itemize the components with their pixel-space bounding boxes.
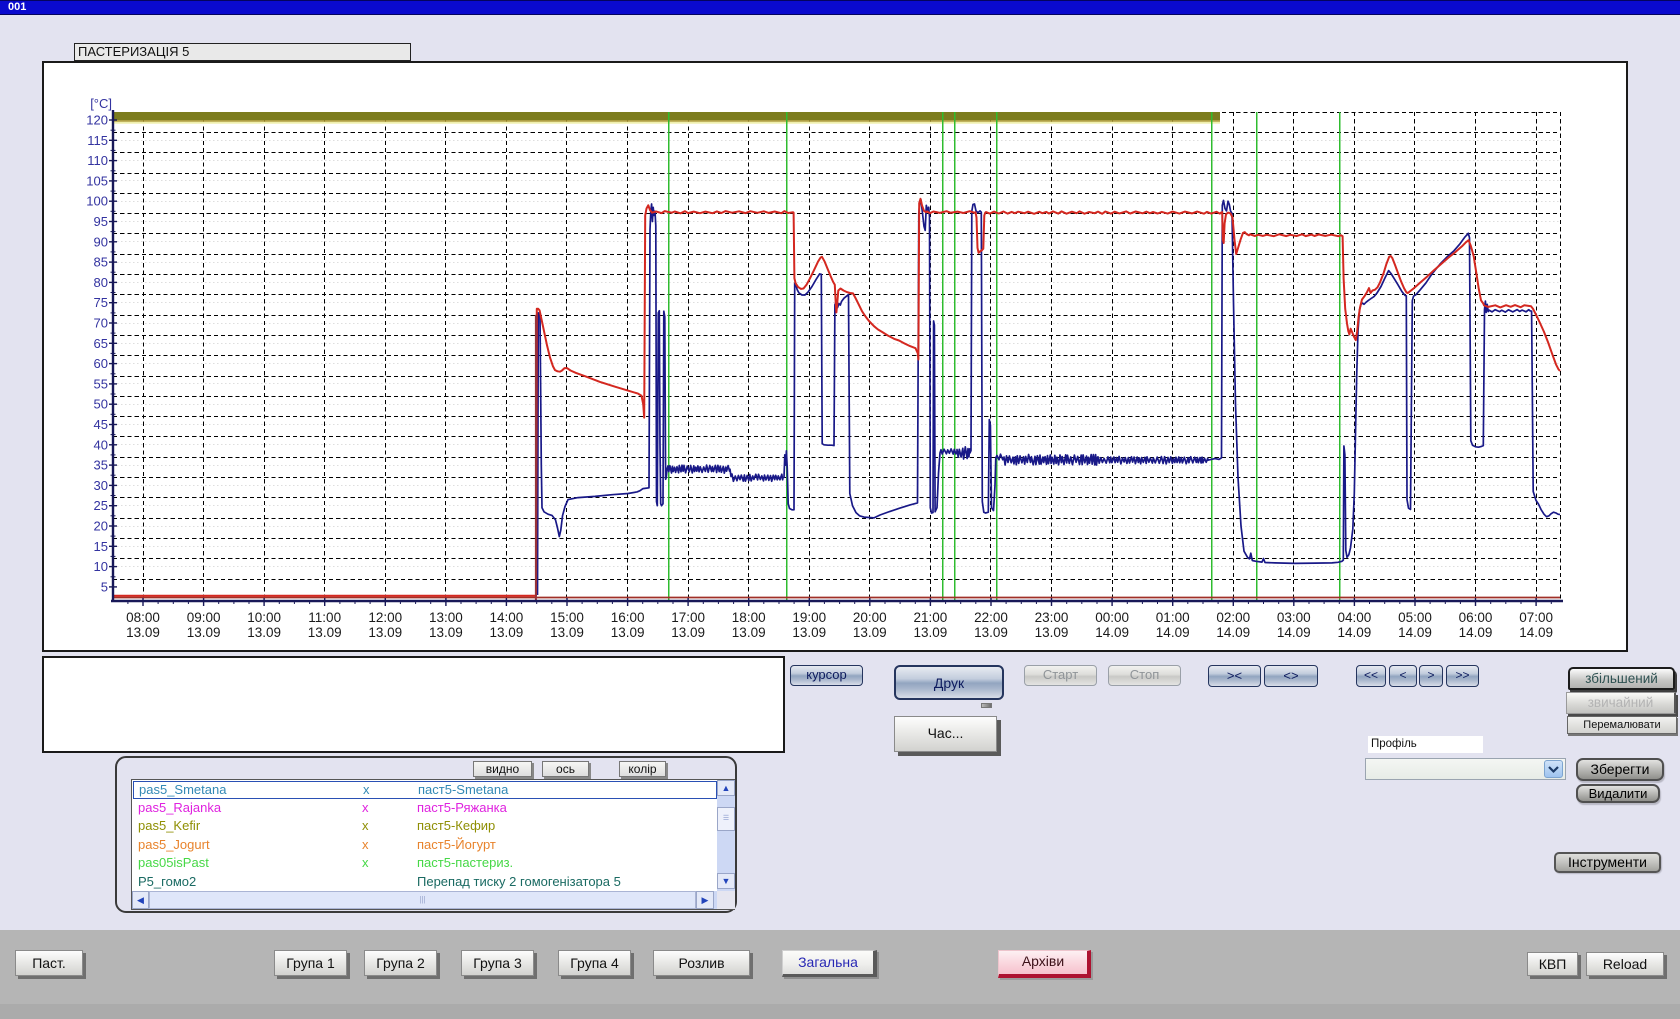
svg-text:65: 65	[94, 336, 108, 351]
svg-text:22:00: 22:00	[974, 610, 1008, 625]
svg-text:13.09: 13.09	[368, 625, 402, 640]
svg-text:13.09: 13.09	[247, 625, 281, 640]
svg-text:70: 70	[94, 316, 108, 331]
svg-text:14.09: 14.09	[1156, 625, 1190, 640]
svg-text:110: 110	[87, 153, 108, 168]
svg-text:19:00: 19:00	[792, 610, 826, 625]
svg-text:90: 90	[94, 234, 108, 249]
svg-text:45: 45	[94, 417, 108, 432]
svg-text:75: 75	[94, 295, 108, 310]
svg-text:5: 5	[101, 579, 108, 594]
svg-text:13.09: 13.09	[732, 625, 766, 640]
svg-text:20: 20	[94, 519, 108, 534]
svg-text:13:00: 13:00	[429, 610, 463, 625]
svg-text:13.09: 13.09	[308, 625, 342, 640]
svg-text:55: 55	[94, 376, 108, 391]
svg-text:01:00: 01:00	[1156, 610, 1190, 625]
svg-text:13.09: 13.09	[853, 625, 887, 640]
svg-text:14.09: 14.09	[1459, 625, 1493, 640]
svg-text:13.09: 13.09	[974, 625, 1008, 640]
svg-text:80: 80	[94, 275, 108, 290]
svg-text:100: 100	[86, 194, 108, 209]
svg-text:[°C]: [°C]	[90, 96, 112, 111]
svg-text:13.09: 13.09	[490, 625, 524, 640]
svg-text:120: 120	[86, 113, 108, 128]
svg-text:03:00: 03:00	[1277, 610, 1311, 625]
svg-text:13.09: 13.09	[126, 625, 160, 640]
svg-text:02:00: 02:00	[1216, 610, 1250, 625]
svg-text:13.09: 13.09	[671, 625, 705, 640]
svg-text:50: 50	[94, 397, 108, 412]
svg-text:85: 85	[94, 255, 108, 270]
svg-text:20:00: 20:00	[853, 610, 887, 625]
svg-text:06:00: 06:00	[1459, 610, 1493, 625]
svg-text:10:00: 10:00	[247, 610, 281, 625]
svg-text:15:00: 15:00	[550, 610, 584, 625]
svg-text:95: 95	[94, 214, 108, 229]
svg-text:05:00: 05:00	[1398, 610, 1432, 625]
svg-text:40: 40	[94, 437, 108, 452]
svg-text:23:00: 23:00	[1035, 610, 1069, 625]
svg-text:13.09: 13.09	[429, 625, 463, 640]
svg-text:115: 115	[87, 133, 108, 148]
svg-text:17:00: 17:00	[671, 610, 705, 625]
svg-text:25: 25	[94, 498, 108, 513]
svg-text:18:00: 18:00	[732, 610, 766, 625]
svg-text:08:00: 08:00	[126, 610, 160, 625]
svg-text:30: 30	[94, 478, 108, 493]
svg-text:11:00: 11:00	[308, 610, 341, 625]
svg-text:15: 15	[94, 539, 108, 554]
svg-text:35: 35	[94, 458, 108, 473]
svg-text:07:00: 07:00	[1519, 610, 1553, 625]
svg-text:13.09: 13.09	[914, 625, 948, 640]
svg-text:09:00: 09:00	[187, 610, 221, 625]
svg-text:10: 10	[94, 559, 108, 574]
svg-text:14.09: 14.09	[1398, 625, 1432, 640]
svg-text:13.09: 13.09	[1035, 625, 1069, 640]
svg-text:105: 105	[86, 173, 108, 188]
svg-text:14.09: 14.09	[1519, 625, 1553, 640]
svg-text:14:00: 14:00	[490, 610, 524, 625]
svg-text:60: 60	[94, 356, 108, 371]
svg-text:13.09: 13.09	[187, 625, 221, 640]
svg-text:14.09: 14.09	[1277, 625, 1311, 640]
svg-text:14.09: 14.09	[1338, 625, 1372, 640]
svg-text:21:00: 21:00	[914, 610, 948, 625]
svg-text:14.09: 14.09	[1216, 625, 1250, 640]
svg-text:16:00: 16:00	[611, 610, 645, 625]
svg-text:00:00: 00:00	[1095, 610, 1129, 625]
svg-text:13.09: 13.09	[550, 625, 584, 640]
svg-text:13.09: 13.09	[611, 625, 645, 640]
svg-text:13.09: 13.09	[792, 625, 826, 640]
svg-text:04:00: 04:00	[1338, 610, 1372, 625]
svg-text:12:00: 12:00	[368, 610, 402, 625]
svg-text:14.09: 14.09	[1095, 625, 1129, 640]
